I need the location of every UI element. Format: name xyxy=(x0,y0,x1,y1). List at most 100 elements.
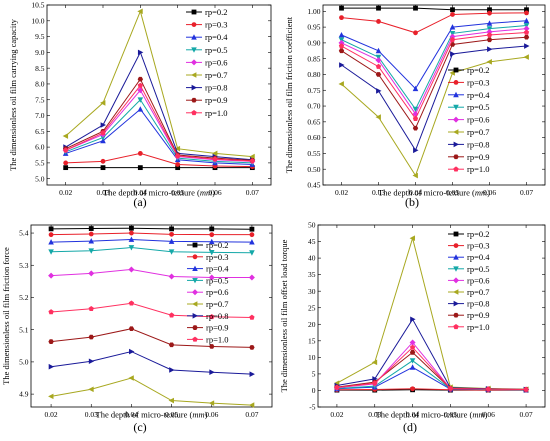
series-line xyxy=(51,228,252,229)
legend-entry: rp=0.7 xyxy=(206,299,229,309)
x-axis-label-main: The depth of micro-texture ( xyxy=(378,188,475,198)
data-point xyxy=(524,10,529,15)
y-tick-label: 5 xyxy=(312,370,316,379)
legend-entry: rp=0.5 xyxy=(205,45,228,55)
y-tick-label: 25 xyxy=(308,303,316,312)
legend-swatch-marker xyxy=(453,324,458,329)
x-axis-label: The depth of micro-texture (mm) xyxy=(96,410,208,420)
series-line xyxy=(51,352,252,375)
legend-swatch-marker xyxy=(191,59,197,65)
data-point xyxy=(339,81,344,87)
data-point xyxy=(169,312,174,317)
y-tick-label: 0.55 xyxy=(307,149,320,158)
data-point xyxy=(250,232,255,237)
data-point xyxy=(128,375,133,381)
data-point xyxy=(372,360,377,366)
y-tick-label: 10 xyxy=(308,353,316,362)
x-axis-label-close: ) xyxy=(205,410,208,420)
legend-entry: rp=0.3 xyxy=(206,252,229,262)
data-point xyxy=(413,173,418,179)
data-point xyxy=(63,160,68,165)
chart-panel-0: 5.05.56.06.57.07.58.08.59.09.510.010.50.… xyxy=(8,1,271,209)
legend-entry: rp=1.0 xyxy=(467,164,490,174)
x-tick-label: 0.02 xyxy=(45,410,58,419)
y-axis-label: The dimensionless oil film friction coef… xyxy=(284,16,294,173)
data-point xyxy=(48,309,53,314)
data-point xyxy=(89,335,94,340)
legend-entry: rp=0.3 xyxy=(205,20,228,30)
data-point xyxy=(89,226,94,231)
y-tick-label: 4.9 xyxy=(19,390,29,399)
y-tick-label: 0 xyxy=(312,386,316,395)
chart-panel-1: 0.450.500.550.600.650.700.750.800.850.90… xyxy=(284,5,545,209)
data-point xyxy=(249,315,254,320)
legend-entry: rp=0.2 xyxy=(467,229,490,239)
legend-swatch-marker xyxy=(192,22,197,27)
y-tick-label: 20 xyxy=(308,320,316,329)
data-point xyxy=(339,15,344,20)
x-axis-label: The depth of micro-texture (mm) xyxy=(376,410,488,420)
legend-swatch-marker xyxy=(453,277,459,283)
data-point xyxy=(410,364,416,369)
data-point xyxy=(128,266,134,272)
y-tick-label: 0.65 xyxy=(307,117,320,126)
x-axis-label-unit: mm xyxy=(192,410,204,420)
y-tick-label: 5.3 xyxy=(19,261,29,270)
data-point xyxy=(450,7,455,12)
legend-entry: rp=0.7 xyxy=(205,70,228,80)
legend-entry: rp=1.0 xyxy=(467,322,490,332)
data-point xyxy=(376,88,381,94)
series-rp-0-8 xyxy=(49,349,255,377)
legend: rp=0.2rp=0.3rp=0.4rp=0.5rp=0.6rp=0.7rp=0… xyxy=(186,7,228,118)
legend-swatch-marker xyxy=(192,85,197,91)
x-tick-label: 0.07 xyxy=(520,410,533,419)
y-tick-label: 0.85 xyxy=(307,54,320,63)
data-point xyxy=(101,159,106,164)
y-tick-label: 9.0 xyxy=(35,48,45,57)
y-tick-label: 5.0 xyxy=(35,174,45,183)
data-point xyxy=(209,369,214,375)
panel-label: (c) xyxy=(133,420,146,434)
series-rp-0-9 xyxy=(334,350,529,392)
data-point xyxy=(129,300,134,305)
y-tick-label: 0.90 xyxy=(307,38,320,47)
data-point xyxy=(450,51,455,57)
legend-entry: rp=0.7 xyxy=(467,127,490,137)
x-axis-label: The depth of micro-texture (mm) xyxy=(378,188,490,198)
legend-swatch-marker xyxy=(453,117,459,123)
x-axis-label-close: ) xyxy=(212,188,215,198)
series-line xyxy=(337,238,526,389)
data-point xyxy=(138,151,143,156)
legend-swatch-marker xyxy=(453,289,458,295)
data-point xyxy=(487,37,492,42)
data-point xyxy=(524,35,529,40)
legend-swatch-marker xyxy=(453,154,458,159)
panel-label: (b) xyxy=(405,195,419,209)
x-tick-label: 0.02 xyxy=(59,188,72,197)
x-tick-label: 0.07 xyxy=(520,188,533,197)
y-tick-label: 5.4 xyxy=(19,229,29,238)
data-point xyxy=(376,19,381,24)
series-line xyxy=(337,319,526,389)
x-tick-label: 0.02 xyxy=(330,410,343,419)
panel-label: (a) xyxy=(133,195,146,209)
y-tick-label: 9.5 xyxy=(35,32,45,41)
legend-entry: rp=0.5 xyxy=(467,264,490,274)
y-tick-label: 5.5 xyxy=(35,158,45,167)
data-point xyxy=(89,306,94,311)
series-rp-0-7 xyxy=(334,235,529,391)
plot-frame xyxy=(318,225,545,407)
y-tick-label: 5.2 xyxy=(19,293,29,302)
y-tick-label: -5 xyxy=(309,403,315,412)
data-point xyxy=(209,226,214,231)
legend-swatch-marker xyxy=(192,10,197,15)
legend-swatch-marker xyxy=(192,325,197,330)
data-point xyxy=(49,364,54,370)
data-point xyxy=(487,59,492,65)
data-point xyxy=(48,273,54,279)
legend-swatch-marker xyxy=(454,68,459,73)
y-tick-label: 10.5 xyxy=(31,1,44,10)
series-line xyxy=(342,26,527,110)
